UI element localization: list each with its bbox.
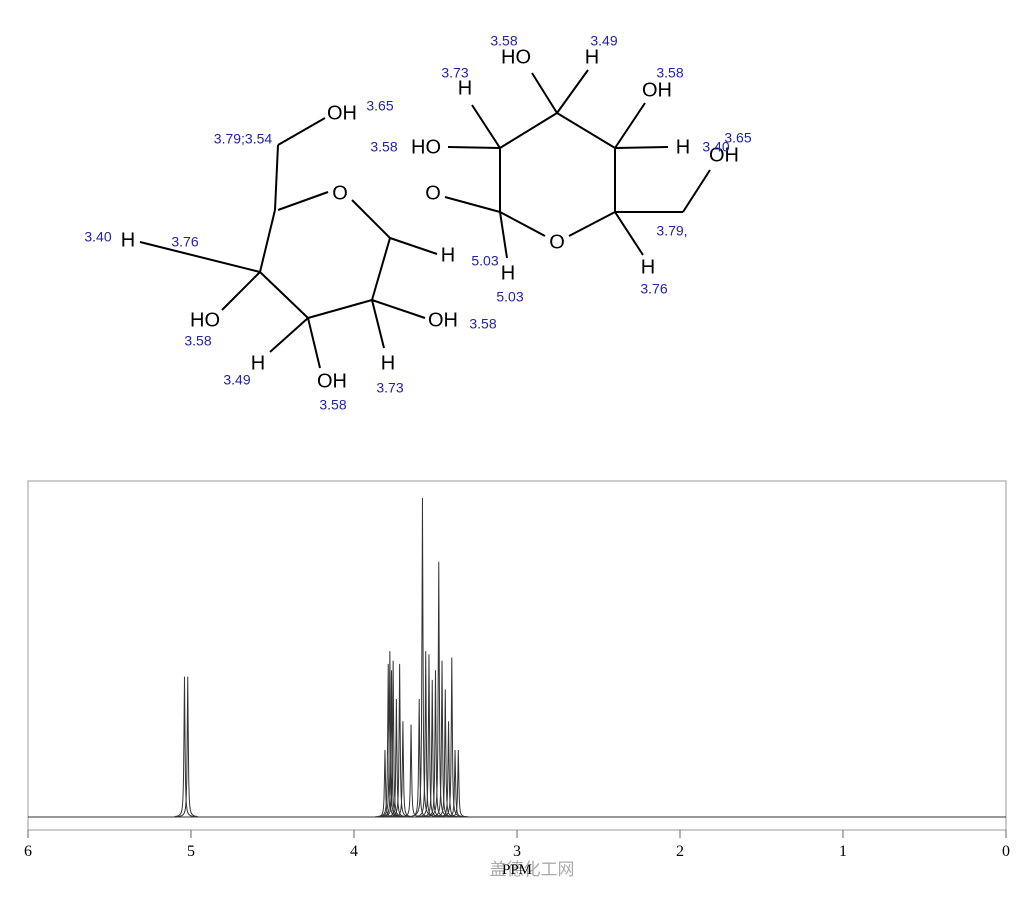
atom-label: HO (501, 46, 531, 68)
bond (277, 117, 326, 146)
x-tick-label: 4 (350, 843, 358, 860)
shift-label: 3.40 (84, 229, 111, 245)
peak (383, 660, 404, 817)
atom-label: HO (190, 309, 220, 331)
atom-label: OH (709, 144, 739, 166)
bond (682, 169, 711, 213)
shift-label: 3.65 (366, 98, 393, 114)
peak (448, 750, 469, 818)
atom-label: O (549, 231, 565, 253)
peak (441, 657, 462, 817)
bond (568, 211, 616, 237)
x-axis-label: PPM (502, 862, 532, 878)
bond (277, 191, 329, 211)
atom-label: H (501, 262, 515, 284)
atom-label: OH (642, 79, 672, 101)
bond (614, 102, 646, 149)
shift-label: 3.79;3.54 (214, 131, 273, 147)
x-tick-label: 3 (513, 843, 521, 860)
x-tick-label: 2 (676, 843, 684, 860)
plot-frame (27, 480, 1007, 831)
shift-label: 3.58 (319, 397, 346, 413)
bond (447, 146, 501, 149)
bond (389, 237, 438, 255)
atom-label: H (676, 136, 690, 158)
atom-label: O (425, 182, 441, 204)
structure: OH O O HO H H OH HO H OH H O H H H HO OH… (84, 33, 751, 413)
bond (556, 69, 589, 114)
bond (499, 211, 546, 237)
peak (431, 660, 453, 817)
peak (177, 676, 198, 817)
x-tick-label: 1 (839, 843, 847, 860)
bond (269, 317, 309, 353)
shift-label: 3.58 (370, 139, 397, 155)
bond (351, 199, 391, 239)
atom-label: OH (327, 102, 357, 124)
shift-label: 3.49 (223, 372, 250, 388)
atom-label: H (585, 46, 599, 68)
atom-label: H (251, 352, 265, 374)
peak (415, 651, 436, 817)
bond (221, 271, 261, 311)
bond (371, 299, 426, 319)
shift-label: 3.73 (376, 380, 403, 396)
atom-label: H (381, 352, 395, 374)
x-tick-label: 0 (1002, 843, 1010, 860)
bond (371, 299, 385, 349)
bond (471, 104, 501, 149)
bond (274, 144, 279, 211)
bond (259, 209, 276, 273)
bond (444, 196, 501, 213)
bond (499, 211, 508, 259)
shift-label: 5.03 (471, 253, 498, 269)
atom-label: H (121, 229, 135, 251)
shift-label: 5.03 (496, 289, 523, 305)
shift-label: 3.49 (590, 33, 617, 49)
x-tick-label: 5 (187, 843, 195, 860)
atom-label: H (641, 256, 655, 278)
shift-label: 3.40 (702, 139, 729, 155)
bond (531, 72, 558, 114)
shift-label: 3.79, (656, 223, 687, 239)
bond (371, 237, 391, 301)
watermark: 盖德化工网 (490, 860, 575, 880)
bond (614, 211, 644, 256)
shift-label: 3.58 (656, 65, 683, 81)
atom-label: O (332, 182, 348, 204)
bond (307, 317, 321, 369)
peak (428, 561, 449, 817)
atom-label: H (458, 77, 472, 99)
shift-label: 3.76 (640, 281, 667, 297)
bond (499, 112, 558, 149)
shift-label: 3.58 (184, 333, 211, 349)
bond (307, 299, 373, 319)
shift-label: 3.65 (724, 130, 751, 146)
bond (614, 146, 669, 149)
bond (556, 112, 616, 149)
shift-label: 3.76 (171, 234, 198, 250)
x-tick-label: 6 (24, 843, 32, 860)
atom-label: OH (317, 370, 347, 392)
peak (412, 497, 433, 817)
peak (174, 676, 195, 817)
shift-label: 3.73 (441, 65, 468, 81)
shift-label: 3.58 (469, 316, 496, 332)
bond (259, 271, 309, 319)
bond (139, 241, 261, 273)
atom-label: OH (428, 309, 458, 331)
atom-label: HO (411, 136, 441, 158)
shift-label: 3.58 (490, 33, 517, 49)
atom-label: H (441, 244, 455, 266)
